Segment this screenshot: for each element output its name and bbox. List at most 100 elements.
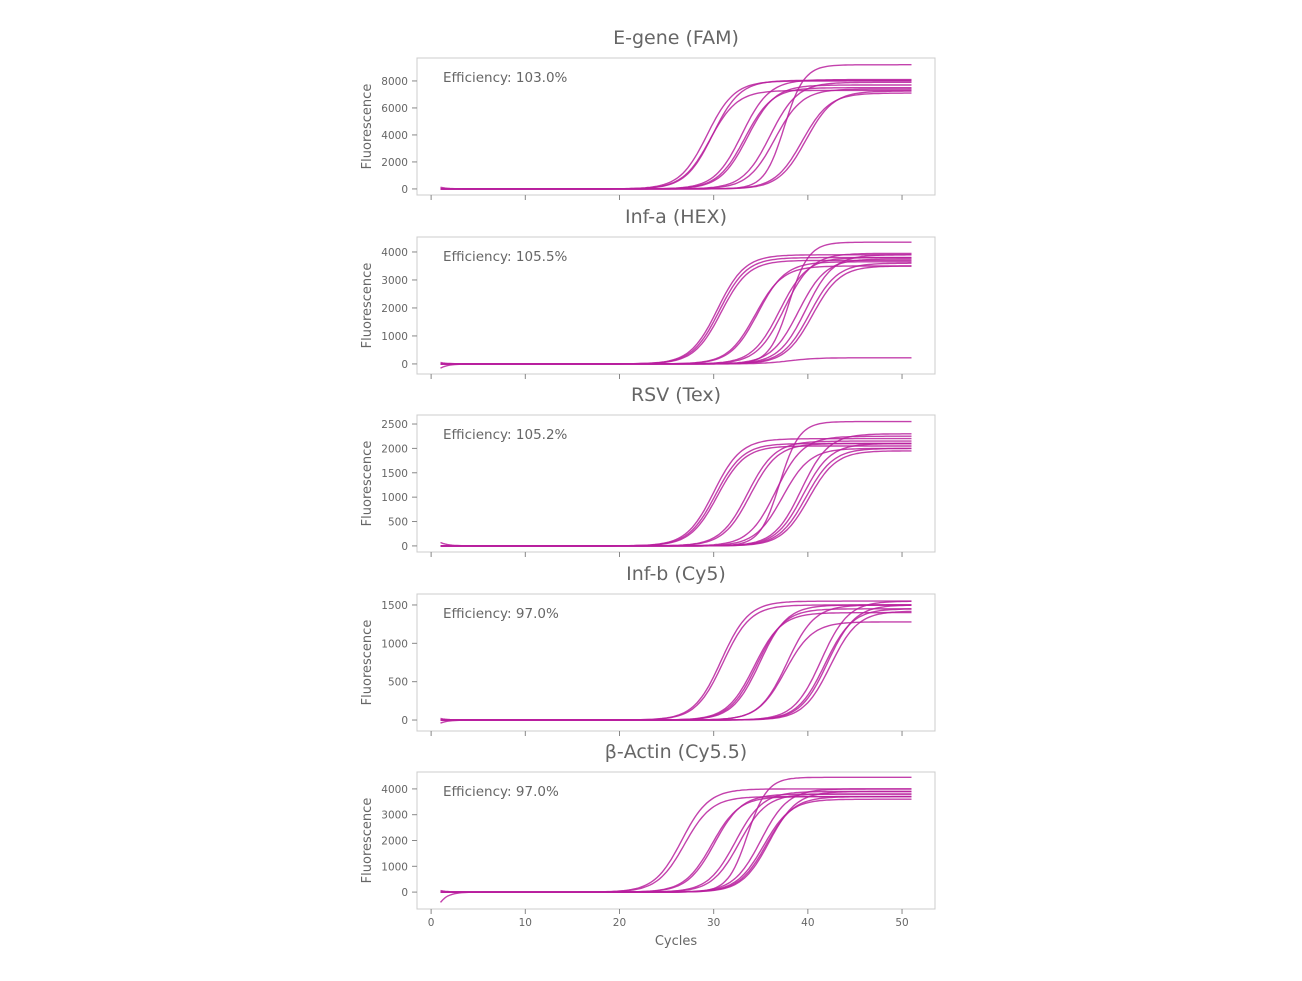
y-axis-label: Fluorescence — [360, 84, 375, 170]
y-tick-label: 1000 — [381, 492, 408, 504]
subplot-title: E-gene (FAM) — [613, 27, 739, 49]
amplification-curve — [440, 795, 912, 893]
subplot-title: Inf-a (HEX) — [625, 206, 727, 228]
efficiency-annotation: Efficiency: 97.0% — [443, 784, 559, 800]
y-tick-label: 2500 — [381, 419, 408, 431]
amplification-curve — [440, 447, 912, 547]
y-tick-label: 1000 — [381, 331, 408, 343]
y-tick-label: 2000 — [381, 157, 408, 169]
y-tick-label: 6000 — [381, 103, 408, 115]
amplification-curve — [440, 440, 912, 547]
amplification-curve — [440, 90, 912, 190]
y-tick-label: 500 — [388, 677, 408, 689]
y-tick-label: 0 — [401, 715, 408, 727]
amplification-curve — [440, 89, 912, 190]
y-tick-label: 1000 — [381, 861, 408, 873]
amplification-curve — [440, 450, 912, 547]
y-tick-label: 500 — [388, 517, 408, 529]
subplot-title: Inf-b (Cy5) — [626, 563, 726, 585]
y-axis-label: Fluorescence — [360, 263, 375, 349]
amplification-curve — [440, 433, 912, 547]
y-tick-label: 1500 — [381, 600, 408, 612]
y-axis-label: Fluorescence — [360, 441, 375, 527]
subplot-2: RSV (Tex) 0 500 1000 1500 2000 2500 Fluorescenc… — [360, 384, 936, 557]
amplification-curve — [440, 78, 912, 190]
curves — [440, 420, 912, 547]
subplot-title: β-Actin (Cy5.5) — [605, 741, 747, 763]
subplot-0: E-gene (FAM) 0 2000 4000 6000 8000 Fluorescenc… — [360, 27, 936, 200]
efficiency-annotation: Efficiency: 103.0% — [443, 70, 568, 86]
y-axis-label: Fluorescence — [360, 620, 375, 706]
curves — [440, 241, 912, 369]
x-tick-label: 20 — [613, 917, 626, 929]
amplification-curve — [440, 793, 912, 893]
amplification-curve — [440, 445, 912, 547]
amplification-curve — [440, 788, 912, 893]
amplification-curve — [440, 256, 912, 365]
curves — [440, 64, 912, 190]
y-tick-label: 4000 — [381, 784, 408, 796]
curves — [440, 600, 912, 724]
amplification-curve — [440, 252, 912, 365]
efficiency-annotation: Efficiency: 105.2% — [443, 427, 568, 443]
y-tick-label: 0 — [401, 359, 408, 371]
amplification-curve — [440, 254, 912, 365]
y-tick-label: 4000 — [381, 247, 408, 259]
y-axis-label: Fluorescence — [360, 798, 375, 884]
amplification-curve — [440, 87, 912, 190]
efficiency-annotation: Efficiency: 105.5% — [443, 249, 568, 265]
amplification-curve — [440, 610, 912, 721]
amplification-curve — [440, 795, 912, 893]
subplot-title: RSV (Tex) — [631, 384, 721, 406]
x-tick-label: 30 — [707, 917, 720, 929]
amplification-curve — [440, 265, 912, 365]
amplification-curve — [440, 604, 912, 721]
amplification-curve — [440, 88, 912, 190]
x-tick-label: 0 — [428, 917, 435, 929]
amplification-curve — [440, 447, 912, 547]
amplification-curve — [440, 608, 912, 721]
amplification-curve — [440, 258, 912, 365]
amplification-curve — [440, 80, 912, 190]
y-tick-label: 2000 — [381, 443, 408, 455]
y-tick-label: 3000 — [381, 810, 408, 822]
subplot-3: Inf-b (Cy5) 0 500 1000 1500 Fluorescence Effic… — [360, 563, 936, 736]
y-tick-label: 3000 — [381, 275, 408, 287]
y-tick-label: 2000 — [381, 303, 408, 315]
subplot-1: Inf-a (HEX) 0 1000 2000 3000 4000 Fluorescence… — [360, 206, 936, 379]
plot-frame — [416, 236, 936, 375]
amplification-curve — [440, 256, 912, 365]
amplification-curve — [440, 604, 912, 721]
plot-frame — [416, 57, 936, 196]
amplification-curve — [440, 262, 912, 365]
x-tick-label: 10 — [519, 917, 532, 929]
x-tick-label: 50 — [895, 917, 908, 929]
amplification-curve — [440, 798, 912, 893]
amplification-curve — [440, 254, 912, 365]
amplification-curve — [440, 84, 912, 190]
efficiency-annotation: Efficiency: 97.0% — [443, 606, 559, 622]
amplification-curve — [440, 265, 912, 365]
amplification-curve — [440, 611, 912, 721]
amplification-curve — [440, 604, 912, 721]
plot-frame — [416, 593, 936, 732]
amplification-curve — [440, 788, 912, 893]
amplification-curve — [440, 79, 912, 190]
y-tick-label: 0 — [401, 184, 408, 196]
plot-frame — [416, 414, 936, 553]
amplification-curve — [440, 790, 912, 893]
amplification-curve — [440, 790, 912, 893]
amplification-curve — [440, 92, 912, 190]
amplification-curve — [440, 608, 912, 721]
amplification-curve — [440, 435, 912, 547]
y-tick-label: 1500 — [381, 468, 408, 480]
amplification-curve — [440, 259, 912, 365]
curves — [439, 776, 912, 903]
y-tick-label: 8000 — [381, 76, 408, 88]
y-tick-label: 0 — [401, 541, 408, 553]
x-tick-label: 40 — [801, 917, 814, 929]
subplot-4: β-Actin (Cy5.5) 0 1000 2000 3000 4000 0 10 20 30 4… — [360, 741, 936, 949]
y-tick-label: 0 — [401, 887, 408, 899]
y-tick-label: 1000 — [381, 638, 408, 650]
